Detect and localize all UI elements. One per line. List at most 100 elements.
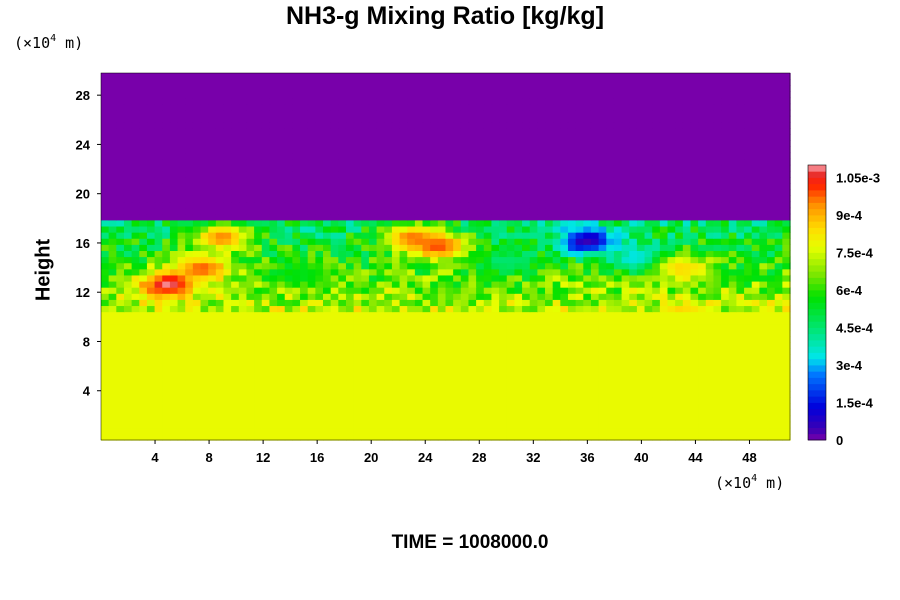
heatmap-cell	[759, 140, 768, 147]
heatmap-cell	[169, 134, 179, 141]
heatmap-cell	[200, 103, 209, 111]
heatmap-cell	[445, 274, 454, 282]
heatmap-cell	[238, 109, 248, 117]
heatmap-cell	[590, 158, 600, 166]
heatmap-cell	[690, 287, 699, 294]
heatmap-cell	[269, 397, 278, 404]
heatmap-cell	[529, 158, 538, 166]
heatmap-cell	[154, 336, 163, 343]
heatmap-cell	[200, 415, 209, 423]
heatmap-cell	[476, 195, 485, 203]
heatmap-cell	[177, 262, 186, 270]
heatmap-cell	[300, 287, 309, 294]
heatmap-cell	[162, 342, 171, 349]
heatmap-cell	[300, 391, 309, 398]
heatmap-cell	[254, 433, 263, 441]
heatmap-cell	[208, 128, 217, 135]
heatmap-cell	[545, 391, 554, 398]
heatmap-cell	[736, 287, 745, 294]
heatmap-cell	[391, 287, 401, 294]
heatmap-cell	[139, 256, 148, 264]
heatmap-cell	[583, 250, 592, 258]
heatmap-cell	[238, 354, 248, 362]
heatmap-cell	[208, 342, 217, 349]
heatmap-cell	[682, 140, 692, 147]
heatmap-cell	[154, 366, 163, 374]
heatmap-cell	[545, 280, 554, 288]
heatmap-cell	[292, 219, 301, 227]
heatmap-cell	[414, 372, 424, 380]
heatmap-cell	[491, 415, 500, 423]
heatmap-cell	[353, 201, 362, 209]
heatmap-cell	[659, 238, 669, 245]
heatmap-cell	[430, 421, 439, 429]
heatmap-cell	[621, 384, 630, 392]
heatmap-cell	[613, 378, 623, 386]
heatmap-cell	[468, 152, 477, 160]
heatmap-cell	[736, 311, 745, 319]
heatmap-cell	[162, 128, 171, 135]
heatmap-cell	[621, 354, 630, 362]
heatmap-cell	[491, 115, 500, 123]
heatmap-cell	[162, 293, 171, 300]
heatmap-cell	[185, 140, 194, 147]
heatmap-cell	[560, 176, 569, 184]
heatmap-cell	[101, 409, 110, 417]
heatmap-cell	[759, 103, 768, 111]
heatmap-cell	[192, 280, 202, 288]
heatmap-cell	[499, 219, 508, 227]
heatmap-cell	[254, 213, 263, 221]
heatmap-cell	[223, 195, 232, 203]
heatmap-cell	[101, 354, 110, 362]
heatmap-cell	[675, 323, 684, 331]
heatmap-cell	[139, 403, 148, 411]
heatmap-cell	[376, 232, 385, 239]
heatmap-cell	[774, 213, 783, 221]
heatmap-cell	[567, 207, 577, 215]
heatmap-cell	[690, 140, 699, 147]
heatmap-cell	[116, 256, 125, 264]
heatmap-cell	[590, 146, 600, 154]
heatmap-cell	[522, 109, 531, 117]
heatmap-cell	[491, 183, 500, 190]
heatmap-cell	[284, 262, 293, 270]
heatmap-cell	[208, 164, 217, 172]
heatmap-cell	[353, 366, 362, 374]
heatmap-cell	[399, 409, 408, 417]
heatmap-cell	[644, 323, 653, 331]
heatmap-cell	[437, 158, 447, 166]
heatmap-cell	[713, 305, 722, 313]
heatmap-cell	[621, 342, 630, 349]
heatmap-cell	[300, 225, 309, 233]
heatmap-cell	[323, 201, 332, 209]
heatmap-cell	[713, 354, 722, 362]
heatmap-cell	[131, 146, 140, 154]
heatmap-cell	[522, 103, 531, 111]
heatmap-cell	[675, 134, 684, 141]
heatmap-cell	[353, 262, 362, 270]
heatmap-cell	[422, 238, 431, 245]
heatmap-cell	[567, 348, 577, 355]
heatmap-cell	[169, 384, 179, 392]
heatmap-cell	[192, 164, 202, 172]
heatmap-cell	[675, 433, 684, 441]
heatmap-cell	[192, 342, 202, 349]
heatmap-cell	[215, 170, 225, 178]
heatmap-cell	[736, 109, 745, 117]
heatmap-cell	[422, 403, 431, 411]
heatmap-cell	[345, 146, 355, 154]
heatmap-cell	[613, 268, 623, 276]
heatmap-cell	[598, 256, 607, 264]
heatmap-cell	[376, 305, 385, 313]
heatmap-cell	[292, 201, 301, 209]
heatmap-cell	[353, 256, 362, 264]
heatmap-cell	[759, 317, 768, 325]
heatmap-cell	[300, 176, 309, 184]
heatmap-cell	[345, 115, 355, 123]
heatmap-cell	[269, 238, 278, 245]
heatmap-cell	[606, 329, 615, 337]
heatmap-cell	[101, 293, 110, 300]
heatmap-cell	[744, 170, 753, 178]
heatmap-cell	[682, 146, 692, 154]
heatmap-cell	[307, 305, 316, 313]
